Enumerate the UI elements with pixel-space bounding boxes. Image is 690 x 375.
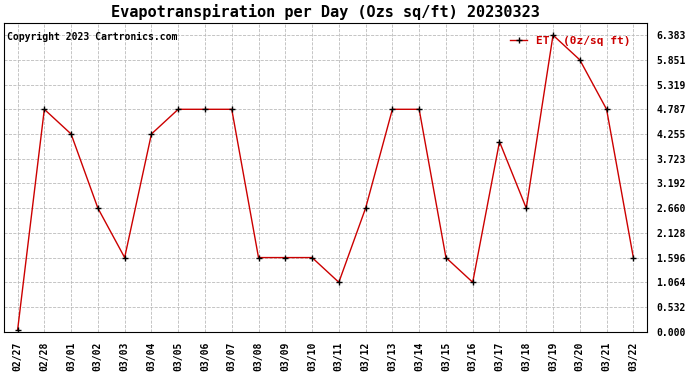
ET  (0z/sq ft) bbox=[281, 255, 289, 260]
ET  (0z/sq ft) bbox=[362, 206, 370, 210]
ET  (0z/sq ft) bbox=[442, 255, 450, 260]
ET  (0z/sq ft) bbox=[67, 132, 75, 136]
ET  (0z/sq ft) bbox=[308, 255, 316, 260]
ET  (0z/sq ft) bbox=[121, 255, 129, 260]
ET  (0z/sq ft) bbox=[13, 328, 21, 333]
ET  (0z/sq ft) bbox=[40, 107, 48, 111]
ET  (0z/sq ft) bbox=[201, 107, 209, 111]
Text: Copyright 2023 Cartronics.com: Copyright 2023 Cartronics.com bbox=[8, 32, 178, 42]
ET  (0z/sq ft) bbox=[522, 206, 531, 210]
ET  (0z/sq ft) bbox=[469, 280, 477, 285]
ET  (0z/sq ft) bbox=[147, 132, 155, 136]
ET  (0z/sq ft) bbox=[228, 107, 236, 111]
ET  (0z/sq ft) bbox=[602, 107, 611, 111]
ET  (0z/sq ft) bbox=[255, 255, 263, 260]
ET  (0z/sq ft) bbox=[495, 140, 504, 144]
ET  (0z/sq ft) bbox=[415, 107, 423, 111]
ET  (0z/sq ft) bbox=[174, 107, 182, 111]
ET  (0z/sq ft) bbox=[549, 33, 557, 38]
ET  (0z/sq ft) bbox=[388, 107, 397, 111]
ET  (0z/sq ft) bbox=[629, 255, 638, 260]
ET  (0z/sq ft) bbox=[94, 206, 102, 210]
Line: ET  (0z/sq ft): ET (0z/sq ft) bbox=[14, 32, 637, 334]
Title: Evapotranspiration per Day (Ozs sq/ft) 20230323: Evapotranspiration per Day (Ozs sq/ft) 2… bbox=[111, 4, 540, 20]
ET  (0z/sq ft) bbox=[335, 280, 343, 285]
ET  (0z/sq ft) bbox=[575, 58, 584, 62]
Legend: ET  (0z/sq ft): ET (0z/sq ft) bbox=[506, 32, 635, 50]
